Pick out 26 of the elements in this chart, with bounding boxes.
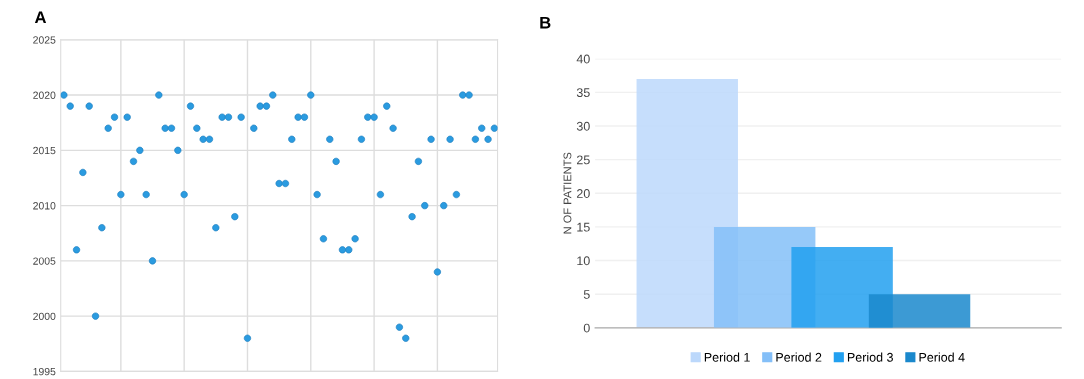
y-tick-label: 25: [576, 155, 590, 165]
y-tick-label: 40: [576, 54, 590, 64]
bar: [868, 294, 971, 328]
y-tick-label: 2020: [33, 91, 56, 99]
y-tick-label: 30: [576, 121, 590, 131]
y-tick-label: 10: [577, 256, 590, 266]
legend-label: Period 1: [704, 352, 750, 362]
y-tick-label: 1995: [33, 367, 56, 376]
y-tick-label: 0: [583, 323, 590, 333]
y-tick-label: 20: [576, 189, 590, 198]
bar: [636, 78, 738, 328]
y-tick-label: 35: [576, 88, 590, 98]
chart-title: A: [34, 11, 47, 24]
chart-title: B: [540, 16, 551, 29]
y-tick-label: 2005: [33, 257, 56, 265]
y-axis-title: N OF PATIENTS: [563, 152, 572, 234]
y-tick-label: 15: [577, 222, 590, 232]
y-tick-label: 2015: [33, 146, 56, 155]
legend-label: Period 2: [776, 352, 822, 362]
bar: [791, 247, 893, 328]
legend-label: Period 4: [919, 352, 965, 362]
y-tick-label: 2000: [33, 312, 56, 321]
y-tick-label: 2025: [33, 36, 56, 44]
y-tick-label: 2010: [33, 202, 56, 210]
legend-label: Period 3: [847, 352, 893, 362]
y-tick-label: 5: [583, 290, 590, 299]
